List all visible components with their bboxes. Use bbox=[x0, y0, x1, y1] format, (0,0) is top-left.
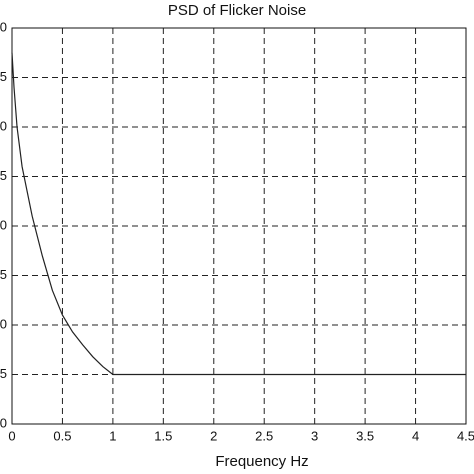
x-tick-label: 3 bbox=[311, 428, 318, 443]
y-tick-label: 35 bbox=[0, 69, 7, 84]
y-tick-label: 20 bbox=[0, 217, 7, 232]
y-tick-label: 40 bbox=[0, 19, 7, 34]
y-tick-label: 15 bbox=[0, 267, 7, 282]
y-tick-label: 30 bbox=[0, 118, 7, 133]
chart-title: PSD of Flicker Noise bbox=[168, 2, 306, 19]
x-tick-label: 3.5 bbox=[356, 428, 374, 443]
x-tick-label: 2.5 bbox=[255, 428, 273, 443]
x-tick-label: 0.5 bbox=[53, 428, 71, 443]
x-tick-label: 4.5 bbox=[457, 428, 474, 443]
x-tick-label: 0 bbox=[8, 428, 15, 443]
plot-frame bbox=[11, 27, 467, 425]
x-tick-label: 4 bbox=[412, 428, 419, 443]
y-tick-label: 5 bbox=[0, 366, 7, 381]
y-tick-label: 10 bbox=[0, 316, 7, 331]
x-axis-label: Frequency Hz bbox=[215, 453, 308, 470]
x-tick-label: 1 bbox=[109, 428, 116, 443]
data-line bbox=[11, 52, 466, 376]
x-tick-label: 1.5 bbox=[154, 428, 172, 443]
y-tick-label: 25 bbox=[0, 168, 7, 183]
y-tick-label: 0 bbox=[0, 415, 7, 430]
x-tick-label: 2 bbox=[210, 428, 217, 443]
